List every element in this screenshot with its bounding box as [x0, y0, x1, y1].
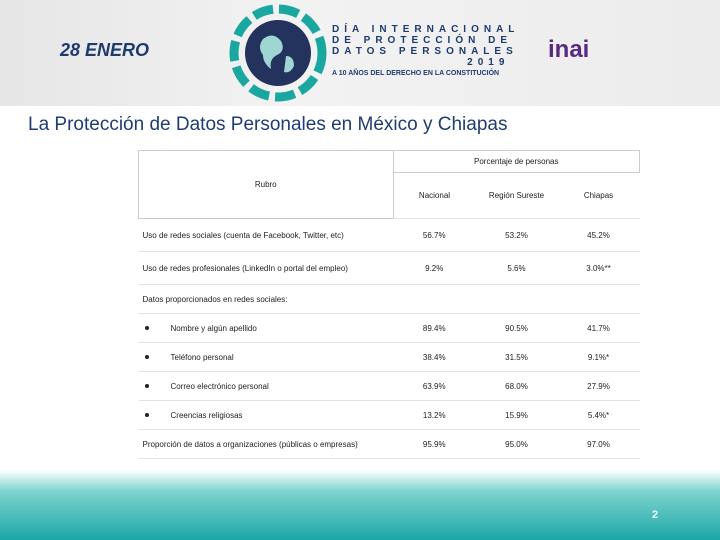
row-label: Correo electrónico personal [170, 381, 269, 391]
group-header: Porcentaje de personas [392, 150, 640, 173]
row-label-cell: Uso de redes sociales (cuenta de Faceboo… [138, 218, 393, 252]
banner: 28 ENERO DÍA INTERNACIONAL DE PROTECCIÓN… [0, 0, 720, 106]
row-label: Creencias religiosas [170, 410, 243, 420]
event-line: 2019 [467, 57, 510, 68]
cell-value: 5.6% [475, 251, 558, 285]
column-header: Nacional [393, 172, 476, 219]
row-label-cell: Datos proporcionados en redes sociales: [138, 284, 640, 314]
cell-value: 5.4%* [557, 400, 640, 430]
event-line: DE PROTECCIÓN DE [332, 35, 513, 46]
tagline: A 10 AÑOS DEL DERECHO EN LA CONSTITUCIÓN [332, 70, 500, 77]
column-header: Chiapas [557, 172, 640, 219]
cell-value: 89.4% [393, 313, 476, 343]
row-label-cell: Uso de redes profesionales (LinkedIn o p… [138, 251, 393, 285]
row-label: Nombre y algún apellido [170, 323, 257, 333]
row-label-cell: Correo electrónico personal [138, 371, 393, 401]
table-row: Uso de redes sociales (cuenta de Faceboo… [138, 218, 640, 252]
cell-value: 56.7% [393, 218, 476, 252]
slide-title: La Protección de Datos Personales en Méx… [28, 114, 508, 135]
cell-value: 45.2% [557, 218, 640, 252]
table-row: Creencias religiosas 13.2% 15.9% 5.4%* [138, 400, 640, 430]
subheader-row: Nacional Región Sureste Chiapas [139, 172, 640, 219]
row-label-cell: Teléfono personal [138, 342, 393, 372]
cell-value: 41.7% [557, 313, 640, 343]
date: 28 ENERO [60, 40, 150, 60]
row-label-cell: Creencias religiosas [138, 400, 393, 430]
row-label: Uso de redes sociales (cuenta de Faceboo… [142, 230, 344, 240]
cell-value: 68.0% [475, 371, 558, 401]
cell-value: 38.4% [393, 342, 476, 372]
bullet [144, 383, 149, 388]
cell-value: 9.1%* [557, 342, 640, 372]
cell-value: 27.9% [557, 371, 640, 401]
cell-value: 53.2% [475, 218, 558, 252]
cell-value: 13.2% [393, 400, 476, 430]
row-label-cell: Proporción de datos a organizaciones (pú… [138, 429, 393, 459]
table-row: Proporción de datos a organizaciones (pú… [138, 429, 640, 459]
table-row: Datos proporcionados en redes sociales: [138, 284, 640, 314]
table-row: Nombre y algún apellido 89.4% 90.5% 41.7% [138, 313, 640, 343]
logo [229, 4, 327, 102]
cell-value: 9.2% [393, 251, 476, 285]
cell-value: 95.9% [393, 429, 476, 459]
bullet [144, 354, 149, 359]
table-row: Uso de redes profesionales (LinkedIn o p… [138, 251, 640, 285]
event-line: DATOS PERSONALES [332, 46, 518, 57]
footer-bar [0, 470, 720, 540]
page-number: 2 [652, 509, 659, 521]
cell-value: 90.5% [475, 313, 558, 343]
bullet [144, 325, 149, 330]
row-label: Teléfono personal [170, 352, 234, 362]
cell-value: 3.0%** [557, 251, 640, 285]
cell-value: 15.9% [475, 400, 558, 430]
row-label: Proporción de datos a organizaciones (pú… [142, 439, 358, 449]
cell-value: 95.0% [475, 429, 558, 459]
row-label-cell: Nombre y algún apellido [138, 313, 393, 343]
brand: inai [548, 36, 590, 63]
event-line: DÍA INTERNACIONAL [332, 24, 520, 35]
rubro-header: Rubro [138, 150, 394, 219]
row-label: Uso de redes profesionales (LinkedIn o p… [142, 263, 348, 273]
table-row: Correo electrónico personal 63.9% 68.0% 27.… [138, 371, 640, 401]
header-row: Rubro Porcentaje de personas [138, 150, 640, 219]
event-title: DÍA INTERNACIONAL DE PROTECCIÓN DE DATOS… [332, 24, 519, 68]
cell-value: 31.5% [475, 342, 558, 372]
data-table: Rubro Porcentaje de personas Nacional Regió… [138, 150, 640, 459]
cell-value: 63.9% [393, 371, 476, 401]
bullet [144, 412, 149, 417]
cell-value: 97.0% [557, 429, 640, 459]
row-label: Datos proporcionados en redes sociales: [142, 294, 288, 304]
column-header: Región Sureste [475, 172, 558, 219]
table-row: Teléfono personal 38.4% 31.5% 9.1%* [138, 342, 640, 372]
